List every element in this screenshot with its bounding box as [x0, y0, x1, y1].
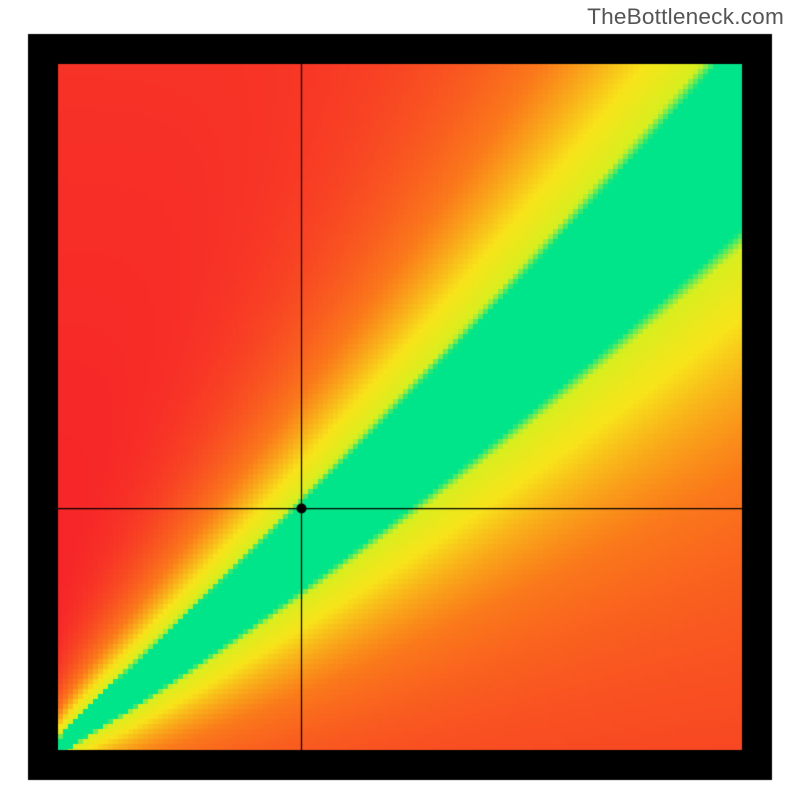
chart-container: TheBottleneck.com: [0, 0, 800, 800]
watermark-text: TheBottleneck.com: [587, 4, 784, 30]
heatmap-canvas: [0, 0, 800, 800]
